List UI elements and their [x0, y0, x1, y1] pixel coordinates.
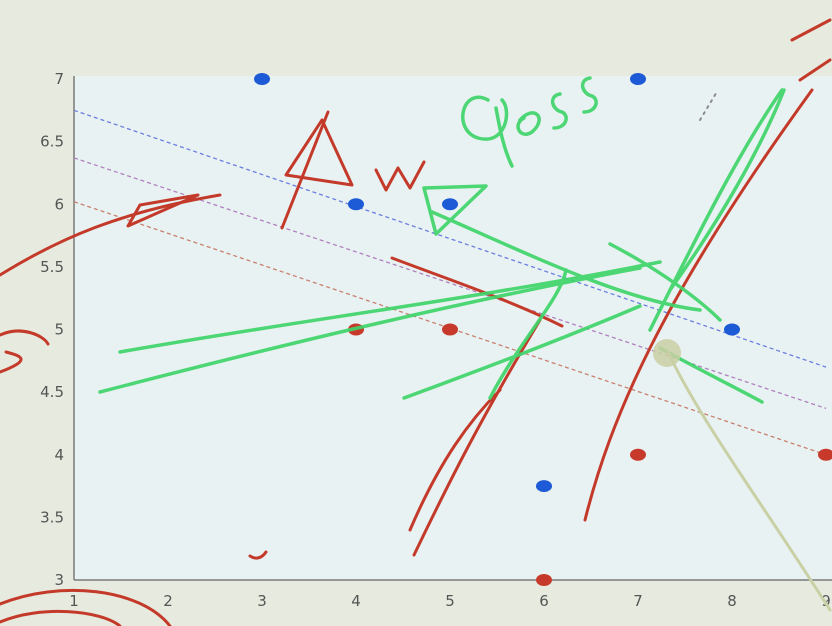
- green-word-loss: [461, 76, 598, 168]
- scatter-point: [442, 198, 458, 211]
- x-tick-label: 7: [633, 592, 643, 610]
- x-tick-label: 5: [445, 592, 455, 610]
- scatter-point: [724, 323, 740, 336]
- green-stroke-long-1: [118, 260, 662, 354]
- scatter-point: [536, 480, 552, 493]
- x-tick-label: 1: [69, 592, 79, 610]
- data-points: [254, 73, 832, 586]
- green-stroke-cross: [608, 242, 722, 322]
- green-stroke-diag-3: [668, 88, 786, 292]
- red-stroke-edge: [0, 329, 50, 374]
- y-tick-label: 7: [54, 70, 64, 88]
- green-stroke-arrow: [430, 210, 702, 312]
- green-stroke-diag-2: [648, 88, 784, 332]
- faint-marks: [699, 89, 719, 121]
- x-tick-label: 8: [727, 592, 737, 610]
- scatter-point: [630, 448, 646, 461]
- y-tick-label: 5.5: [40, 258, 64, 276]
- red-stroke-curve-1: [408, 388, 502, 532]
- red-stroke-delta: [280, 110, 354, 230]
- tick-labels: 1 2 3 4 5 6 7 8 933.544.555.566.57: [40, 70, 831, 610]
- green-ink-annotations: [98, 76, 786, 404]
- scatter-point: [630, 73, 646, 85]
- scatter-point: [442, 323, 458, 336]
- boundary-line: [73, 157, 827, 410]
- y-tick-label: 4.5: [40, 383, 64, 401]
- x-tick-label: 6: [539, 592, 549, 610]
- red-stroke-top-right: [790, 18, 832, 82]
- y-tick-label: 6.5: [40, 133, 64, 151]
- red-stroke-small: [248, 550, 268, 560]
- red-stroke-long: [583, 88, 814, 522]
- y-tick-label: 6: [54, 195, 64, 213]
- scatter-point: [536, 574, 552, 586]
- green-stroke-mid: [402, 304, 642, 400]
- scatter-point: [254, 73, 270, 85]
- red-stroke-bottom-left: [0, 588, 172, 626]
- green-stroke-long-2: [98, 266, 642, 394]
- y-tick-label: 4: [54, 446, 64, 464]
- y-tick-label: 5: [54, 321, 64, 339]
- y-tick-label: 3.5: [40, 508, 64, 526]
- x-tick-label: 3: [257, 592, 267, 610]
- pointer-trace: [666, 350, 832, 612]
- x-tick-label: 2: [163, 592, 173, 610]
- x-tick-label: 4: [351, 592, 361, 610]
- green-stroke-arrowhead: [422, 184, 488, 236]
- red-stroke-w: [374, 160, 426, 192]
- green-stroke-diag-1: [488, 268, 568, 400]
- scatter-point: [348, 198, 364, 211]
- y-tick-label: 3: [54, 571, 64, 589]
- pointer-blob: [653, 339, 681, 367]
- scatter-point: [818, 448, 832, 461]
- red-stroke-left-arrowhead: [126, 193, 200, 228]
